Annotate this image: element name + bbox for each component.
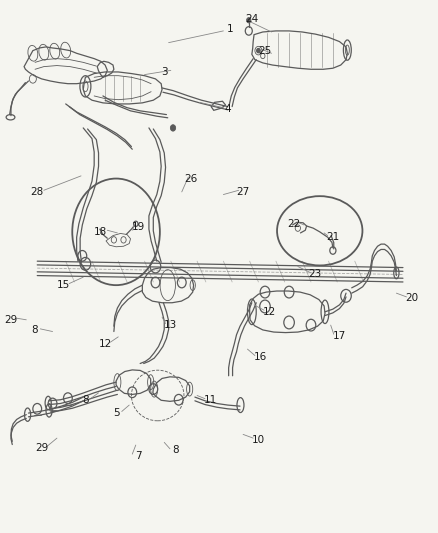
Text: 26: 26 — [184, 174, 197, 183]
Text: 29: 29 — [35, 443, 48, 453]
Text: 5: 5 — [113, 408, 120, 418]
Text: 12: 12 — [99, 339, 112, 349]
Text: 18: 18 — [94, 227, 107, 237]
Text: 29: 29 — [4, 315, 18, 325]
Text: 1: 1 — [226, 25, 233, 34]
Text: 15: 15 — [57, 280, 70, 290]
Text: 27: 27 — [237, 187, 250, 197]
Text: 7: 7 — [134, 451, 141, 461]
Text: 17: 17 — [333, 331, 346, 341]
Text: 21: 21 — [326, 232, 339, 242]
Text: 3: 3 — [161, 67, 168, 77]
Text: 23: 23 — [309, 270, 322, 279]
Text: 10: 10 — [252, 435, 265, 445]
Circle shape — [170, 125, 176, 131]
Text: 20: 20 — [405, 294, 418, 303]
Text: 8: 8 — [82, 395, 89, 405]
Text: 22: 22 — [287, 219, 300, 229]
Text: 8: 8 — [32, 326, 39, 335]
Circle shape — [247, 18, 251, 23]
Circle shape — [257, 49, 260, 53]
Text: 24: 24 — [245, 14, 258, 23]
Text: 16: 16 — [254, 352, 267, 362]
Text: 28: 28 — [31, 187, 44, 197]
Text: 11: 11 — [204, 395, 217, 405]
Text: 12: 12 — [263, 307, 276, 317]
Text: 8: 8 — [172, 446, 179, 455]
Text: 13: 13 — [164, 320, 177, 330]
Text: 25: 25 — [258, 46, 272, 55]
Text: 4: 4 — [224, 104, 231, 114]
Text: 19: 19 — [131, 222, 145, 231]
